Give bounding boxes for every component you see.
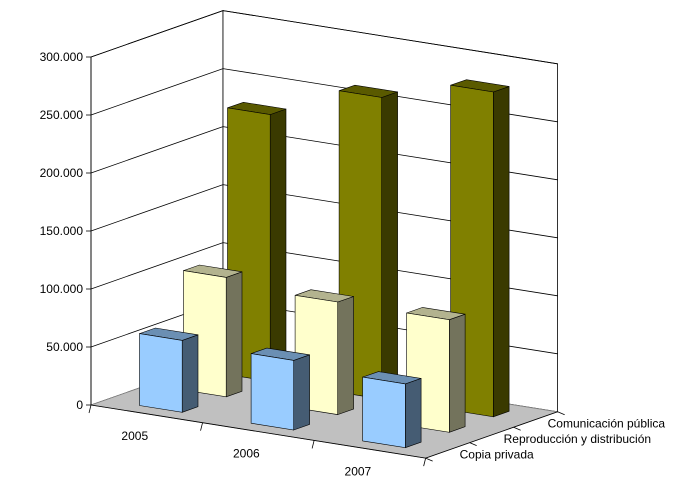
y-tick-label: 50.000 — [46, 340, 83, 354]
y-tick-label: 150.000 — [40, 224, 84, 238]
y-tick-label: 200.000 — [40, 166, 84, 180]
bar-front — [251, 354, 294, 430]
bar-side — [405, 378, 421, 447]
category-label: 2006 — [233, 447, 260, 461]
bar-side — [449, 314, 465, 432]
y-tick-label: 250.000 — [40, 108, 84, 122]
bar-side — [493, 87, 509, 417]
bar-side — [382, 92, 398, 399]
x-tick — [424, 458, 426, 466]
z-tick — [426, 458, 433, 461]
bar-side — [338, 297, 354, 415]
bar-side — [182, 335, 198, 413]
z-tick — [514, 427, 521, 430]
z-tick — [558, 412, 565, 415]
bar-front — [140, 334, 183, 413]
x-tick — [89, 405, 91, 413]
bar-side — [226, 272, 242, 397]
bar-side — [294, 355, 310, 430]
series-label: Comunicación pública — [548, 417, 666, 431]
bar — [140, 328, 199, 412]
category-label: 2005 — [121, 429, 148, 443]
y-tick-label: 100.000 — [40, 282, 84, 296]
y-tick-label: 300.000 — [40, 50, 84, 64]
z-tick — [470, 443, 477, 446]
x-tick — [201, 423, 203, 431]
series-label: Copia privada — [460, 447, 534, 461]
bar-front — [363, 377, 406, 448]
bar — [251, 348, 310, 430]
series-label: Reproducción y distribución — [504, 432, 651, 446]
y-tick-label: 0 — [76, 398, 83, 412]
bar-side — [270, 109, 286, 381]
category-label: 2007 — [345, 464, 372, 477]
x-tick — [312, 440, 314, 448]
bar — [363, 372, 422, 448]
